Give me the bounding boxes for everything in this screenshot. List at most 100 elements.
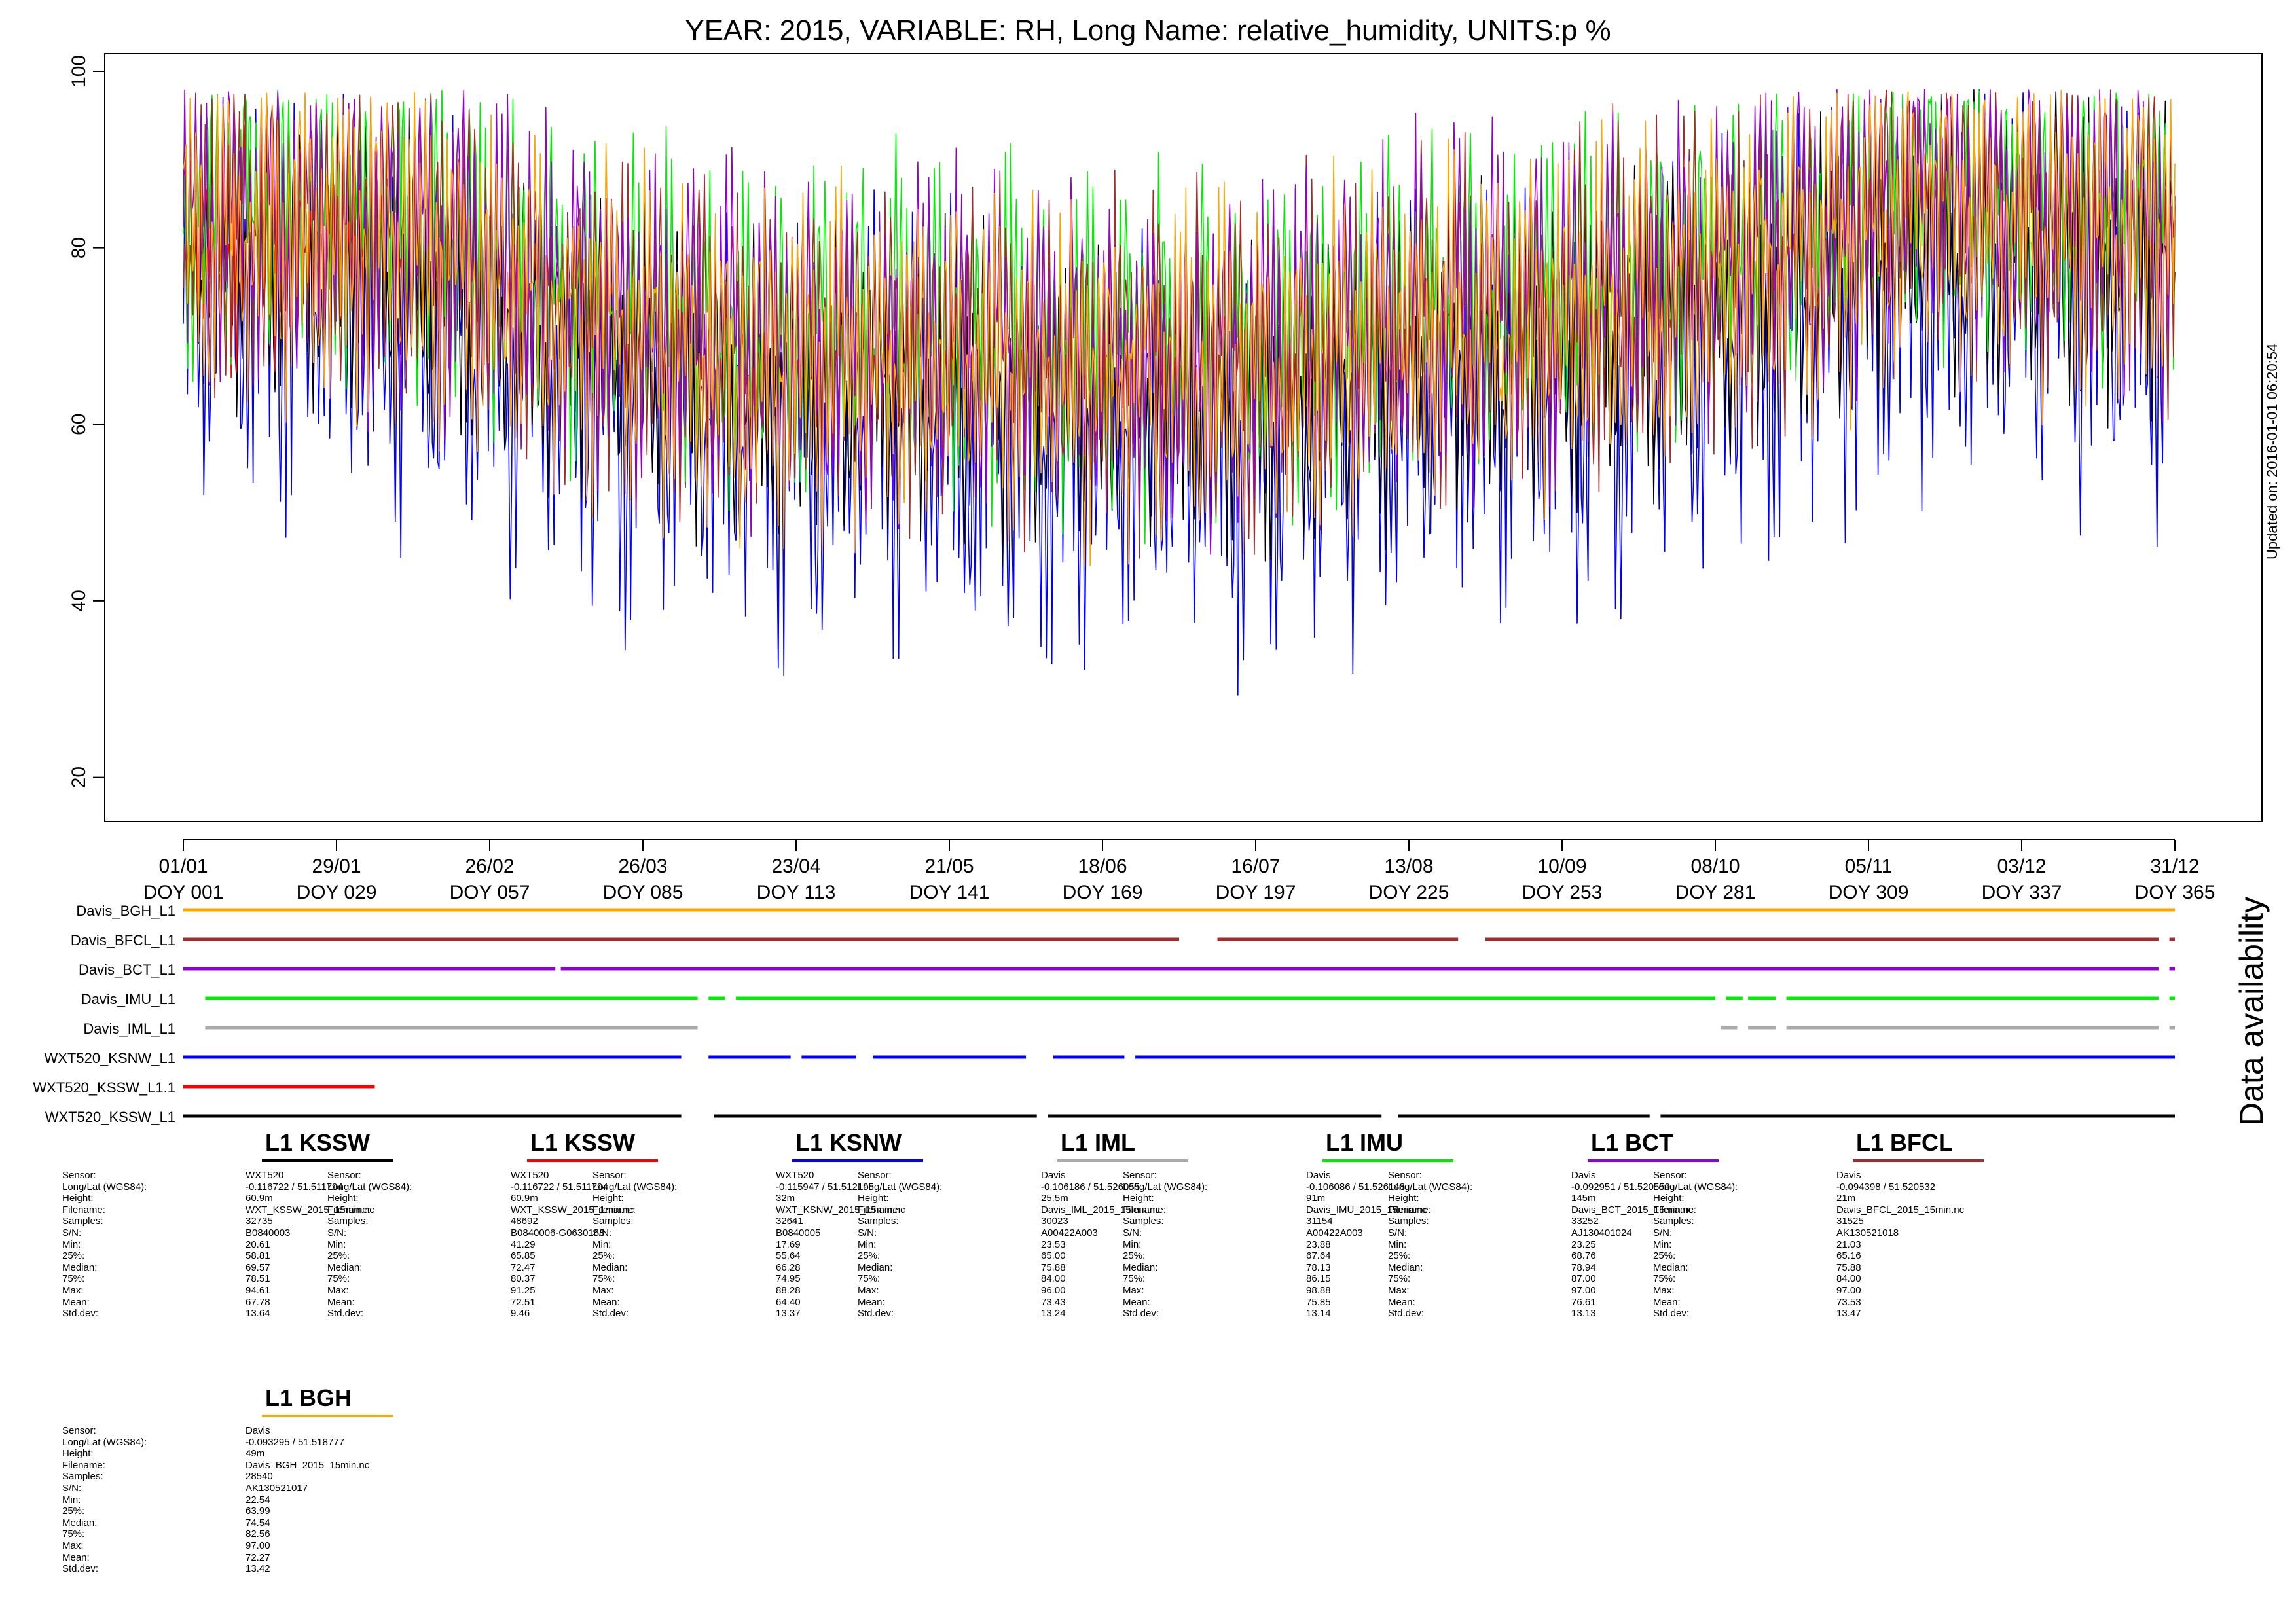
stat-label: 75%: — [1653, 1273, 1676, 1285]
station-title: L1 BGH — [265, 1384, 352, 1411]
stat-value: 88.28 — [776, 1284, 801, 1296]
stat-value: AJ130401024 — [1571, 1227, 1632, 1238]
stat-label: Min: — [327, 1238, 346, 1250]
availability-label: WXT520_KSNW_L1 — [44, 1050, 175, 1066]
stat-value: 84.00 — [1836, 1273, 1861, 1285]
stat-value: 78.51 — [246, 1273, 270, 1285]
stat-label: S/N: — [62, 1227, 82, 1238]
stat-label: Long/Lat (WGS84): — [62, 1436, 147, 1448]
stat-value: 86.15 — [1306, 1273, 1331, 1285]
stat-label: Std.dev: — [62, 1308, 99, 1320]
stat-label: Filename: — [592, 1204, 636, 1216]
stat-label: Height: — [858, 1193, 889, 1204]
series-group — [183, 88, 2176, 696]
stat-label: Filename: — [1653, 1204, 1696, 1216]
stat-label: Sensor: — [62, 1170, 96, 1181]
stat-value: 84.00 — [1041, 1273, 1066, 1285]
stat-label: 75%: — [858, 1273, 881, 1285]
stat-label: Sensor: — [327, 1170, 361, 1181]
x-tick-doy: DOY 281 — [1675, 882, 1756, 903]
x-tick-date: 03/12 — [1997, 856, 2046, 877]
stat-label: Std.dev: — [1653, 1308, 1690, 1320]
stat-value: Davis — [1571, 1170, 1596, 1181]
stat-label: Sensor: — [62, 1425, 96, 1436]
stat-label: Filename: — [1388, 1204, 1431, 1216]
stat-value: A00422A003 — [1306, 1227, 1363, 1238]
station-title: L1 KSSW — [265, 1129, 371, 1156]
stat-value: 76.61 — [1571, 1296, 1596, 1308]
stat-label: Mean: — [62, 1551, 90, 1563]
stat-label: 75%: — [1123, 1273, 1146, 1285]
stat-label: Max: — [1123, 1284, 1144, 1296]
stat-label: Median: — [592, 1261, 628, 1273]
x-tick-doy: DOY 057 — [450, 882, 530, 903]
stat-value: 64.40 — [776, 1296, 801, 1308]
stat-label: Long/Lat (WGS84): — [858, 1181, 943, 1193]
stat-value: 55.64 — [776, 1250, 801, 1262]
x-tick-date: 31/12 — [2150, 856, 2199, 877]
stat-value: A00422A003 — [1041, 1227, 1098, 1238]
x-tick-date: 16/07 — [1231, 856, 1280, 877]
stat-value: 65.00 — [1041, 1250, 1066, 1262]
x-tick-doy: DOY 141 — [909, 882, 990, 903]
stat-label: Max: — [592, 1284, 614, 1296]
stat-value: 25.5m — [1041, 1193, 1068, 1204]
station-title: L1 BFCL — [1856, 1129, 1953, 1156]
x-tick-date: 21/05 — [924, 856, 974, 877]
availability-label: Davis_BFCL_L1 — [71, 932, 175, 948]
station-color-underline — [1853, 1159, 1984, 1162]
x-tick-date: 23/04 — [771, 856, 820, 877]
y-tick-label: 40 — [68, 590, 90, 611]
stat-label: Min: — [62, 1494, 81, 1506]
stat-value: 23.53 — [1041, 1238, 1066, 1250]
stat-label: 25%: — [62, 1506, 85, 1517]
stat-value: Davis_BCT_2015_15min.nc — [1571, 1204, 1694, 1216]
stat-label: Std.dev: — [592, 1308, 629, 1320]
x-tick-doy: DOY 029 — [297, 882, 377, 903]
stat-value: 74.54 — [246, 1517, 270, 1528]
stat-label: Std.dev: — [327, 1308, 364, 1320]
stat-value: 22.54 — [246, 1494, 270, 1506]
stat-label: Std.dev: — [1123, 1308, 1159, 1320]
stat-value: B0840003 — [246, 1227, 291, 1238]
stat-value: 97.00 — [1571, 1284, 1596, 1296]
stat-label: Height: — [327, 1193, 359, 1204]
stat-value: Davis_BFCL_2015_15min.nc — [1836, 1204, 1965, 1216]
stat-value: 21m — [1836, 1193, 1856, 1204]
stat-value: Davis — [1041, 1170, 1066, 1181]
stat-label: S/N: — [1653, 1227, 1673, 1238]
stat-value: WXT_KSSW_2015_15min.nc — [246, 1204, 374, 1216]
stat-value: 60.9m — [246, 1193, 273, 1204]
stat-value: 73.53 — [1836, 1296, 1861, 1308]
stat-label: Mean: — [1653, 1296, 1681, 1308]
stat-label: Long/Lat (WGS84): — [1653, 1181, 1738, 1193]
stat-value: Davis — [246, 1425, 270, 1436]
stat-label: Filename: — [1123, 1204, 1166, 1216]
stat-label: 25%: — [1653, 1250, 1676, 1262]
stat-label: Median: — [62, 1517, 98, 1528]
stat-label: Sensor: — [1388, 1170, 1422, 1181]
stat-value: 58.81 — [246, 1250, 270, 1262]
y-tick-label: 100 — [68, 55, 90, 88]
stat-value: 9.46 — [511, 1308, 530, 1320]
x-tick-doy: DOY 197 — [1216, 882, 1296, 903]
stat-value: -0.116722 / 51.511794 — [511, 1181, 608, 1193]
stat-label: Height: — [62, 1448, 94, 1460]
station-color-underline — [1322, 1159, 1453, 1162]
x-tick-date: 26/02 — [465, 856, 514, 877]
stat-label: Median: — [327, 1261, 363, 1273]
stat-value: WXT_KSNW_2015_15min.nc — [776, 1204, 905, 1216]
stat-label: S/N: — [62, 1482, 82, 1494]
stat-value: -0.106086 / 51.526148 — [1306, 1181, 1405, 1193]
x-tick-date: 08/10 — [1690, 856, 1740, 877]
stat-label: Mean: — [327, 1296, 355, 1308]
stat-value: -0.106186 / 51.526055 — [1041, 1181, 1140, 1193]
stat-label: Height: — [1123, 1193, 1154, 1204]
stat-value: 13.14 — [1306, 1308, 1331, 1320]
stat-value: 13.64 — [246, 1308, 270, 1320]
stat-value: 145m — [1571, 1193, 1596, 1204]
stat-label: Long/Lat (WGS84): — [592, 1181, 678, 1193]
stat-label: Min: — [1388, 1238, 1407, 1250]
x-tick-date: 13/08 — [1384, 856, 1433, 877]
stat-label: S/N: — [327, 1227, 347, 1238]
